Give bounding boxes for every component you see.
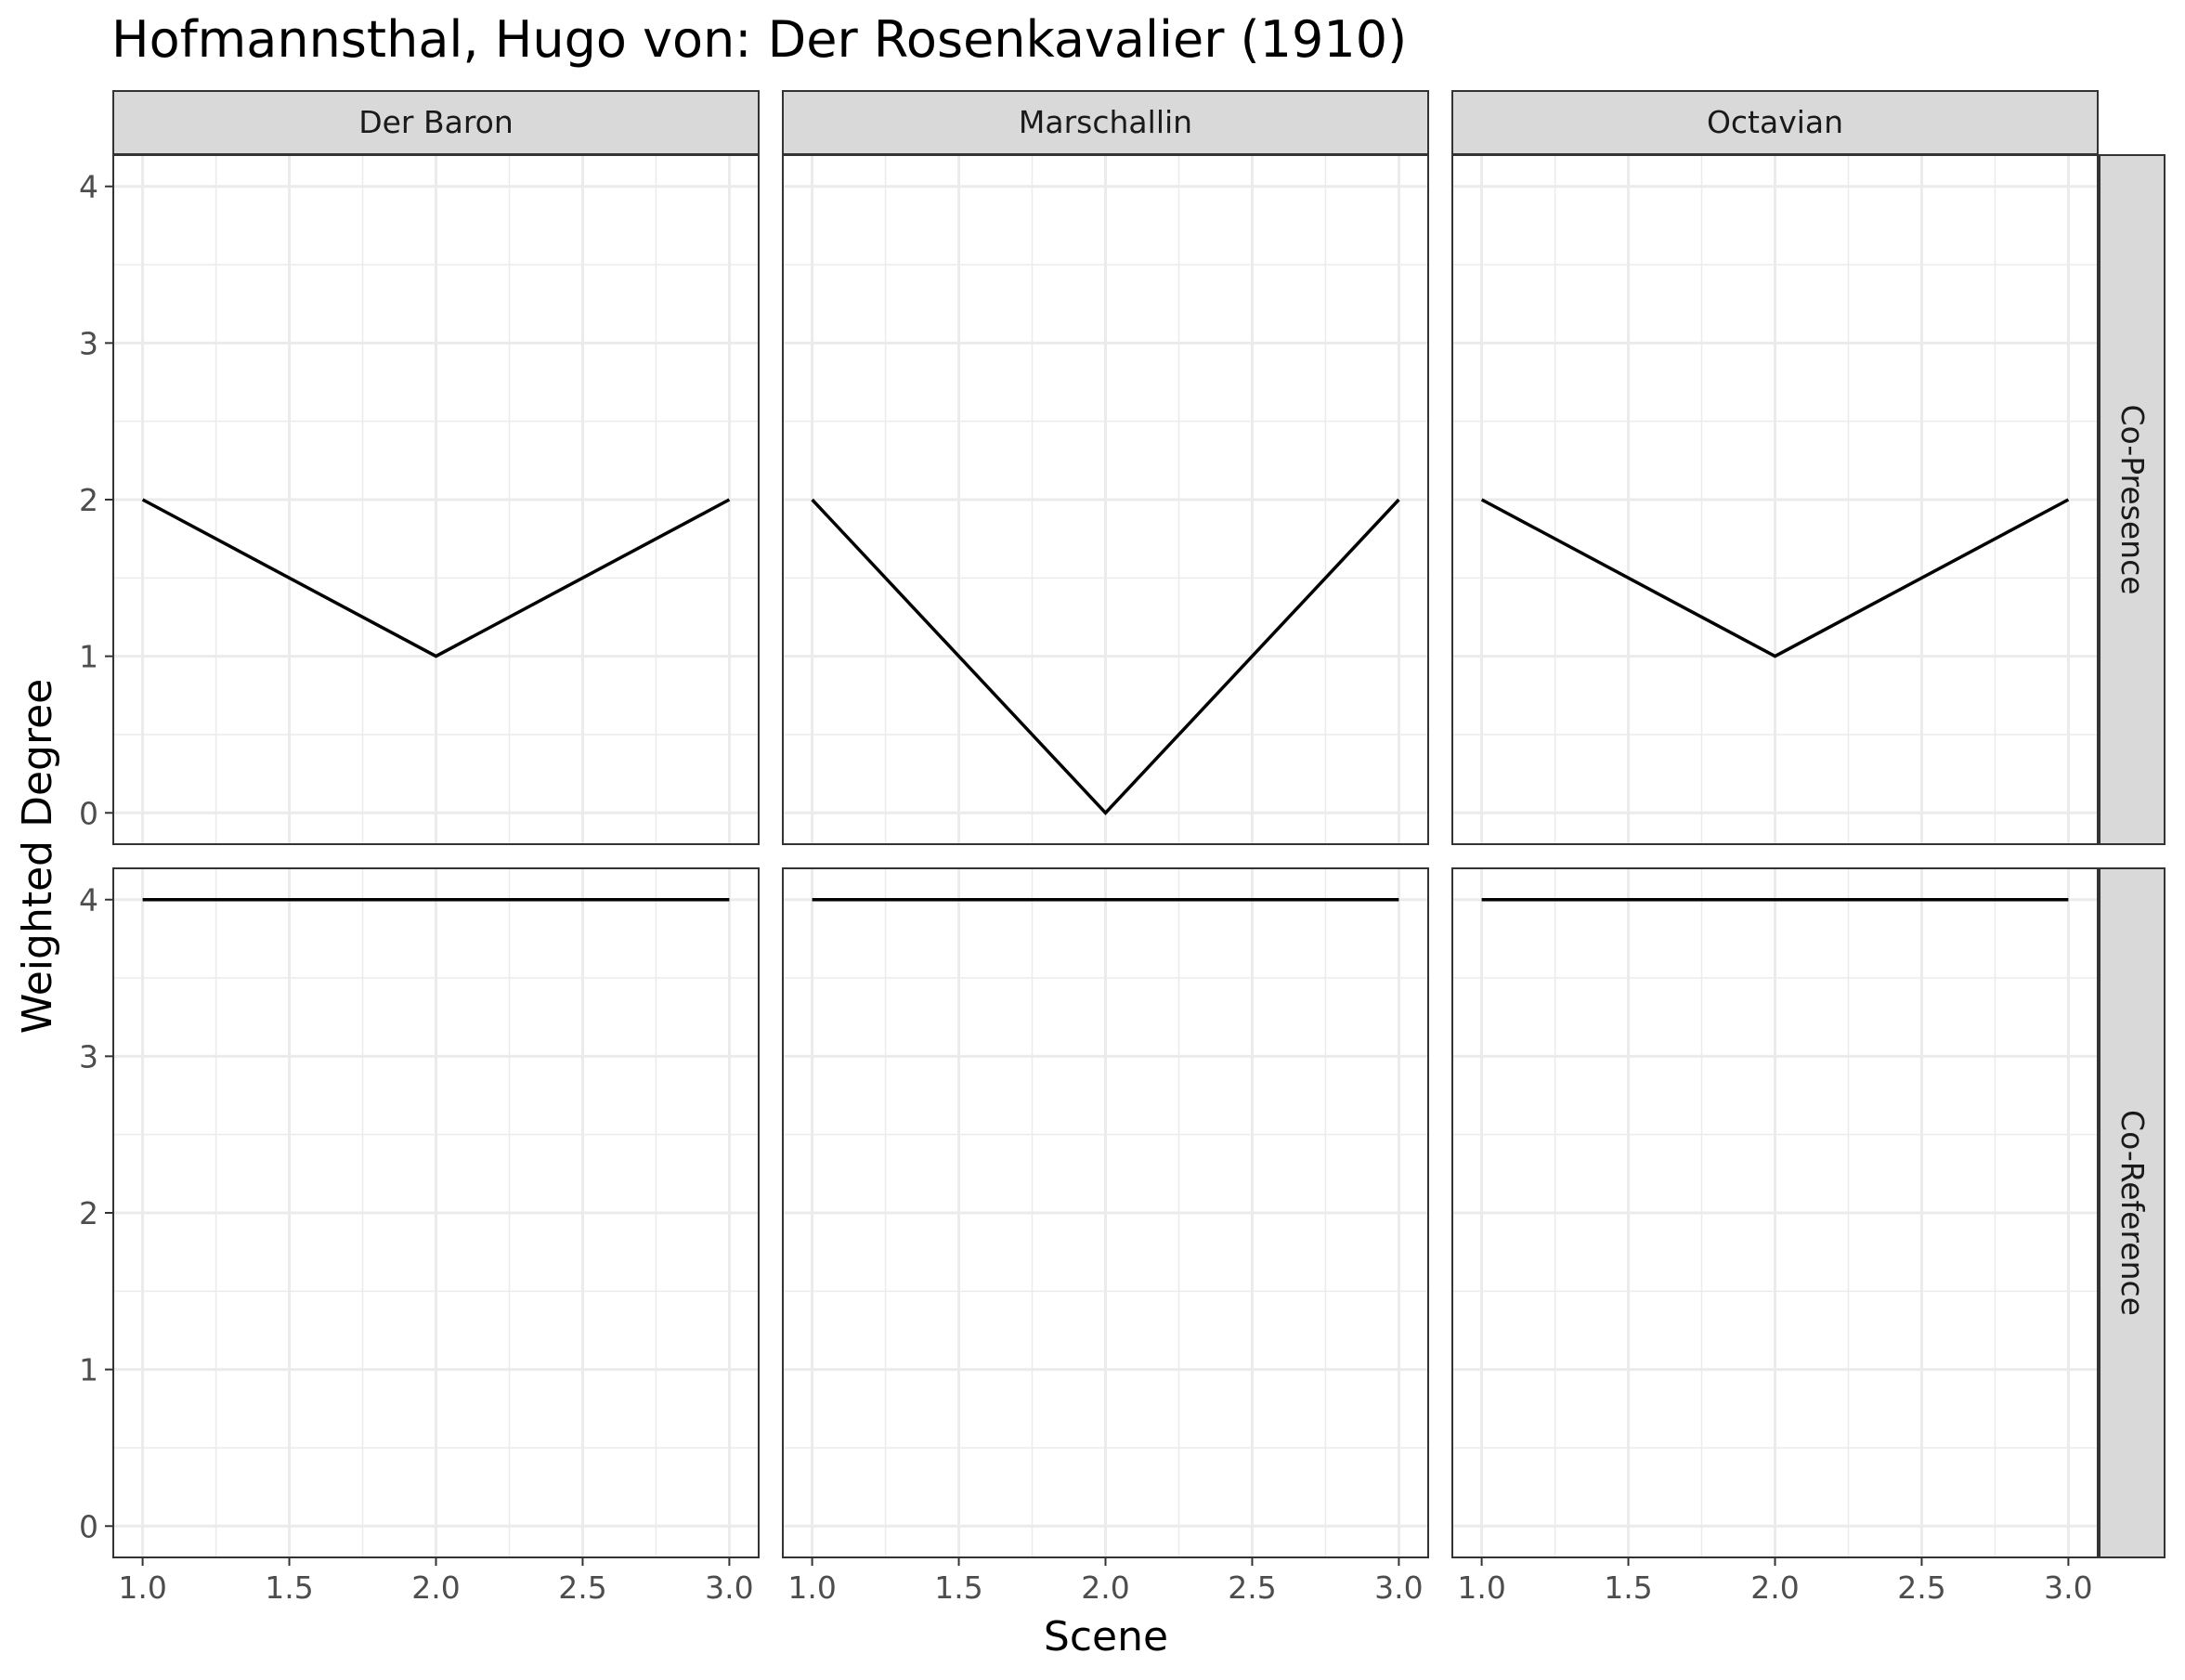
x-tick-label: 1.0 <box>1457 1569 1505 1606</box>
column-strip <box>112 90 760 155</box>
x-tick-label: 2.0 <box>1081 1569 1129 1606</box>
x-axis-title: Scene <box>1044 1613 1168 1660</box>
y-tick-label: 3 <box>79 1038 98 1074</box>
y-tick-label: 0 <box>79 1508 98 1544</box>
panel-marschallin-co-reference <box>782 867 1429 1558</box>
panel-grid: 0 1 2 3 4 0 1 2 3 4 1.0 1.5 2.0 2.5 3.0 1.0 1.5 2.0 2.5 3.0… <box>79 90 2165 1606</box>
row-strip-label: Co-Presence <box>2114 404 2151 594</box>
x-tick-label: 1.5 <box>1604 1569 1652 1606</box>
row-strip-label: Co-Reference <box>2114 1110 2151 1316</box>
row-strip <box>2099 154 2165 845</box>
x-tick-label: 1.5 <box>934 1569 982 1606</box>
panel-octavian-co-presence <box>1451 154 2099 845</box>
series-line <box>141 498 731 658</box>
panel-octavian-co-reference <box>1451 867 2099 1558</box>
panel-der-baron-co-reference <box>112 867 760 1558</box>
x-tick-label: 3.0 <box>2044 1569 2092 1606</box>
series-line <box>811 498 1400 815</box>
column-strip <box>1451 90 2099 155</box>
y-tick-label: 3 <box>79 325 98 361</box>
panel-der-baron-co-presence <box>112 154 760 845</box>
x-tick-label: 2.5 <box>558 1569 606 1606</box>
x-tick-label: 3.0 <box>1374 1569 1423 1606</box>
x-tick-label: 2.5 <box>1228 1569 1276 1606</box>
y-tick-label: 4 <box>79 169 98 205</box>
column-strip-label: Octavian <box>1707 104 1843 140</box>
y-tick-label: 0 <box>79 795 98 831</box>
chart-title: Hofmannsthal, Hugo von: Der Rosenkavalie… <box>111 10 1407 69</box>
column-strip-label: Marschallin <box>1019 104 1192 140</box>
x-tick-label: 1.0 <box>787 1569 836 1606</box>
column-strip-label: Der Baron <box>358 104 514 140</box>
x-tick-label: 2.0 <box>1750 1569 1799 1606</box>
y-tick-label: 1 <box>79 1352 98 1388</box>
y-axis-title: Weighted Degree <box>14 679 61 1034</box>
y-tick-label: 4 <box>79 882 98 918</box>
x-tick-label: 2.5 <box>1897 1569 1945 1606</box>
x-tick-label: 3.0 <box>705 1569 753 1606</box>
series-line <box>1480 498 2070 658</box>
x-tick-label: 1.0 <box>118 1569 166 1606</box>
row-strip <box>2099 867 2165 1558</box>
panel-marschallin-co-presence <box>782 154 1429 845</box>
y-tick-label: 1 <box>79 639 98 675</box>
x-tick-label: 2.0 <box>411 1569 460 1606</box>
y-tick-label: 2 <box>79 1195 98 1231</box>
x-tick-label: 1.5 <box>265 1569 313 1606</box>
y-tick-label: 2 <box>79 482 98 518</box>
column-strip <box>782 90 1429 155</box>
